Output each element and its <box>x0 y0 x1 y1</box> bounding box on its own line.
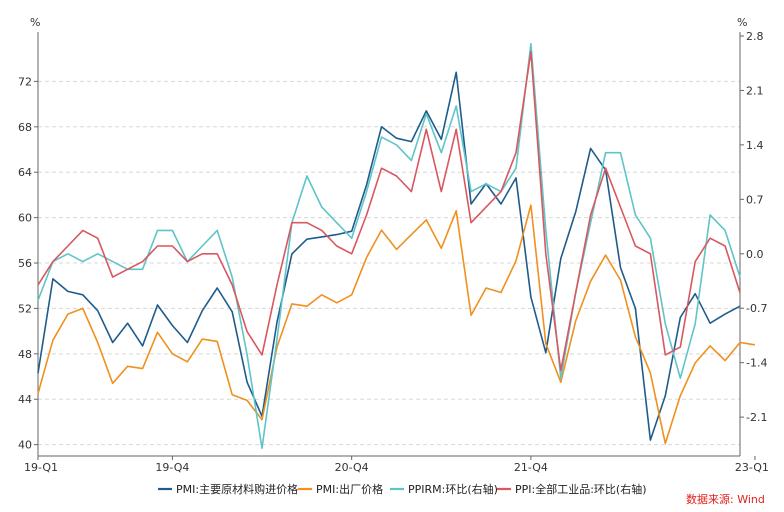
series-line-3 <box>37 42 741 450</box>
left-tick-label: 52 <box>18 302 32 315</box>
left-axis-unit: % <box>30 16 40 29</box>
right-tick-label: 0.7 <box>746 193 764 206</box>
series-line-4 <box>37 50 741 372</box>
series-lines <box>37 42 756 450</box>
legend-label: PPI:全部工业品:环比(右轴) <box>515 482 647 496</box>
x-tick-label: 20-Q4 <box>335 461 369 474</box>
x-tick-label: 23-Q1 <box>735 461 769 474</box>
left-axis-ticks: 40 44 48 52 56 60 64 68 72 <box>18 75 38 452</box>
right-tick-label: 2.1 <box>746 84 764 97</box>
right-axis-ticks: 2.8 2.1 1.4 0.7 0.0 -0.7 -1.4 -2.1 <box>740 30 767 424</box>
left-tick-label: 72 <box>18 75 32 88</box>
legend-label: PMI:出厂价格 <box>316 482 383 496</box>
x-tick-label: 21-Q4 <box>514 461 548 474</box>
legend-label: PPIRM:环比(右轴) <box>408 482 498 496</box>
axes <box>37 32 741 457</box>
series-line-2 <box>37 204 756 445</box>
series-line-1 <box>37 71 741 441</box>
left-tick-label: 44 <box>18 393 32 406</box>
legend-label: PMI:主要原材料购进价格 <box>176 482 298 496</box>
x-tick-label: 19-Q1 <box>24 461 58 474</box>
x-tick-label: 19-Q4 <box>155 461 189 474</box>
x-axis-ticks: 19-Q1 19-Q4 20-Q4 21-Q4 23-Q1 <box>24 456 769 474</box>
left-tick-label: 64 <box>18 166 32 179</box>
legend: PMI:主要原材料购进价格 PMI:出厂价格 PPIRM:环比(右轴) PPI:全部工… <box>158 482 647 496</box>
left-tick-label: 48 <box>18 348 32 361</box>
right-tick-label: -2.1 <box>746 411 767 424</box>
right-tick-label: 1.4 <box>746 139 764 152</box>
left-tick-label: 68 <box>18 121 32 134</box>
data-source: 数据来源: Wind <box>686 492 765 506</box>
left-tick-label: 60 <box>18 212 32 225</box>
right-tick-label: 0.0 <box>746 248 764 261</box>
gridlines <box>38 80 740 446</box>
right-axis-unit: % <box>737 16 747 29</box>
right-tick-label: -0.7 <box>746 302 767 315</box>
left-tick-label: 56 <box>18 257 32 270</box>
right-tick-label: -1.4 <box>746 357 767 370</box>
right-tick-label: 2.8 <box>746 30 764 43</box>
left-tick-label: 40 <box>18 439 32 452</box>
